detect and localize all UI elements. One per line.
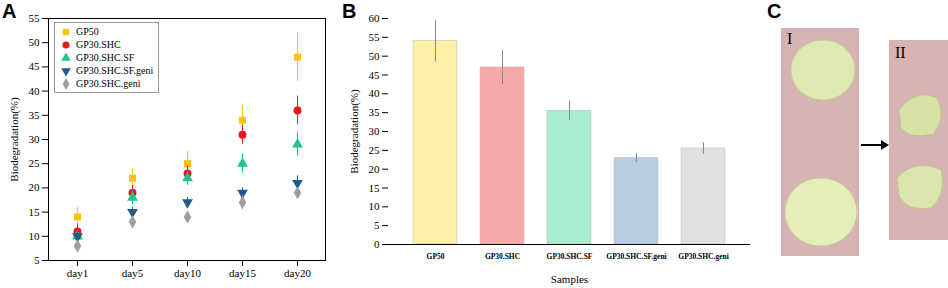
- svg-text:55: 55: [29, 12, 41, 24]
- svg-text:15: 15: [369, 182, 381, 194]
- svg-text:day15: day15: [229, 267, 256, 279]
- svg-text:35: 35: [369, 106, 381, 118]
- html-text:GP30.SHC.geni: GP30.SHC.geni: [76, 78, 141, 89]
- svg-text:GP30.SHC.geni: GP30.SHC.geni: [678, 252, 728, 261]
- html-text:GP30.SHC: GP30.SHC: [76, 39, 121, 50]
- svg-text:GP50: GP50: [427, 252, 445, 261]
- svg-text:20: 20: [29, 181, 41, 193]
- svg-text:55: 55: [369, 31, 381, 43]
- svg-text:60: 60: [369, 12, 381, 24]
- svg-text:50: 50: [369, 50, 381, 62]
- svg-text:5: 5: [374, 219, 380, 231]
- html-text:GP30.SHC.SF: GP30.SHC.SF: [76, 52, 135, 63]
- svg-text:40: 40: [369, 87, 381, 99]
- svg-text:20: 20: [369, 163, 381, 175]
- svg-text:10: 10: [29, 230, 41, 242]
- html-text:B: B: [342, 0, 357, 22]
- html-text:GP30.SHC.SF.geni: GP30.SHC.SF.geni: [76, 65, 154, 76]
- html-text:A: A: [2, 0, 17, 22]
- svg-text:GP30.SHC.SF.geni: GP30.SHC.SF.geni: [606, 252, 666, 261]
- html-text:C: C: [767, 0, 782, 22]
- html-text:GP50: GP50: [76, 26, 99, 37]
- svg-text:45: 45: [29, 60, 41, 72]
- svg-text:I: I: [787, 30, 792, 47]
- svg-text:day20: day20: [284, 267, 311, 279]
- svg-text:30: 30: [29, 133, 41, 145]
- svg-text:0: 0: [374, 238, 380, 250]
- svg-text:45: 45: [369, 69, 381, 81]
- svg-text:15: 15: [29, 206, 41, 218]
- svg-text:25: 25: [29, 157, 41, 169]
- svg-text:day1: day1: [67, 267, 88, 279]
- svg-text:day10: day10: [174, 267, 201, 279]
- svg-text:30: 30: [369, 125, 381, 137]
- svg-text:10: 10: [369, 200, 381, 212]
- svg-text:Samples: Samples: [551, 273, 588, 285]
- svg-text:GP30.SHC: GP30.SHC: [485, 252, 520, 261]
- svg-text:35: 35: [29, 109, 41, 121]
- svg-text:Biodegradation(%): Biodegradation(%): [348, 89, 361, 174]
- svg-text:day5: day5: [122, 267, 144, 279]
- svg-text:40: 40: [29, 85, 41, 97]
- svg-text:25: 25: [369, 144, 381, 156]
- svg-text:GP30.SHC.SF: GP30.SHC.SF: [547, 252, 593, 261]
- svg-text:5: 5: [34, 254, 40, 266]
- svg-text:II: II: [895, 44, 906, 61]
- svg-text:50: 50: [29, 36, 41, 48]
- svg-text:Biodegradation(%): Biodegradation(%): [8, 97, 21, 182]
